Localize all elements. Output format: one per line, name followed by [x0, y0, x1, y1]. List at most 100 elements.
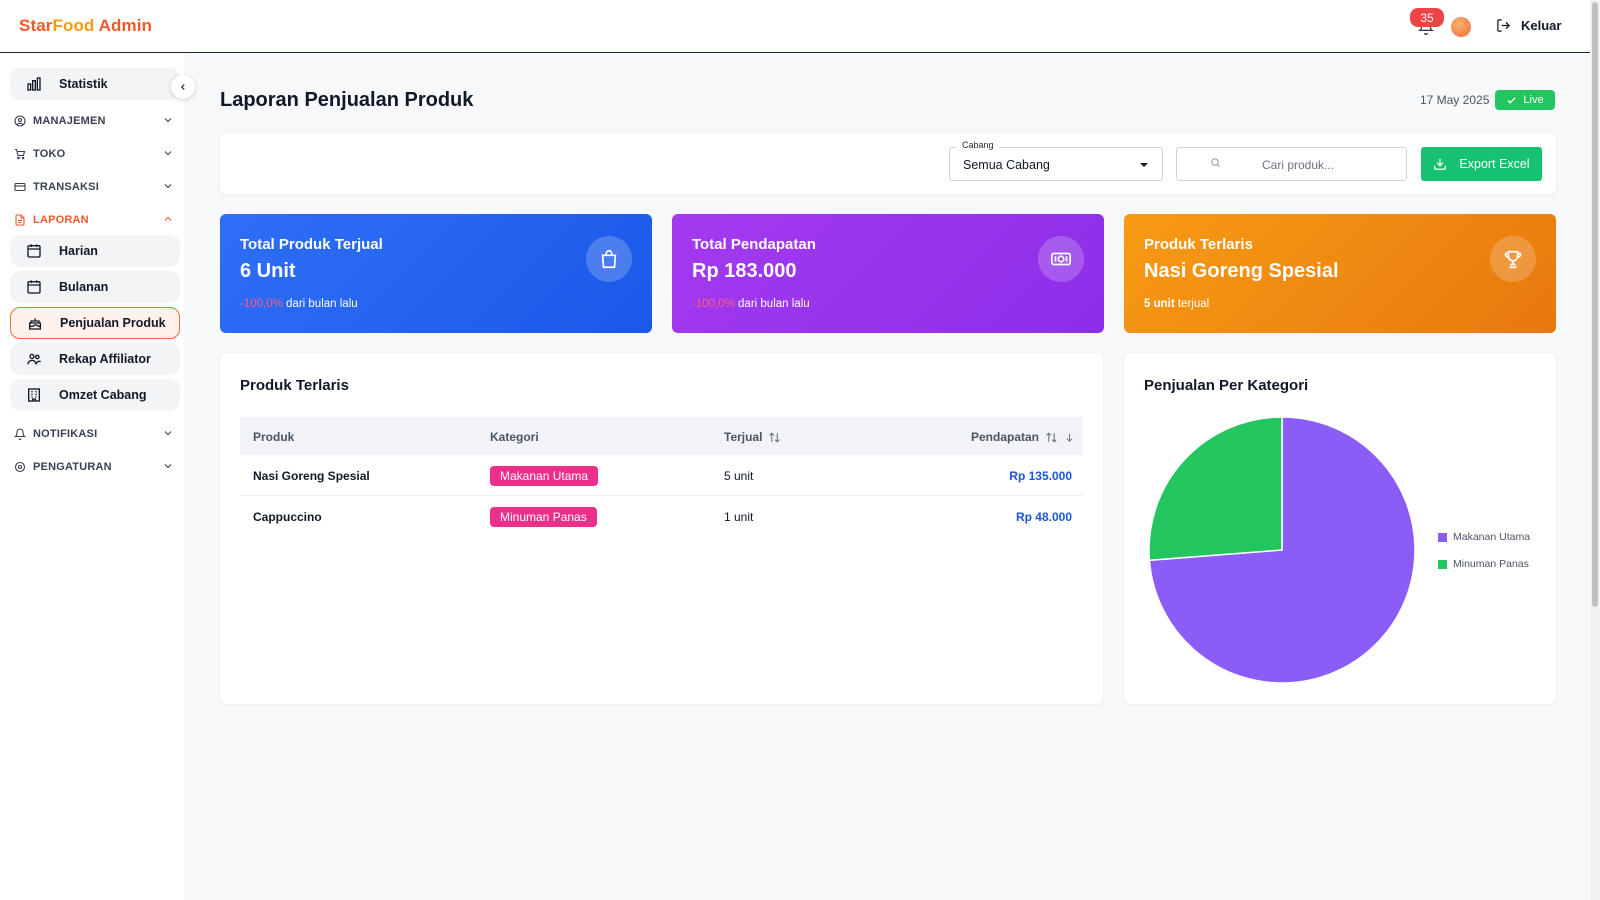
gear-icon	[14, 461, 26, 473]
sidebar-section-laporan[interactable]: LAPORAN	[14, 211, 174, 229]
top-products-card	[220, 353, 1103, 704]
legend-label: Makanan Utama	[1453, 531, 1531, 543]
chevron-down-icon	[164, 151, 172, 156]
sidebar-section-pengaturan[interactable]: PENGATURAN	[14, 458, 174, 476]
sidebar-item-label: Bulanan	[59, 280, 109, 294]
logout-icon	[1497, 19, 1511, 32]
stat-card-total-revenue: Total Pendapatan Rp 183.000 -100,0% dari…	[672, 214, 1104, 333]
cake-icon	[29, 318, 41, 330]
sidebar-item-label: TRANSAKSI	[33, 181, 99, 193]
sidebar-section-manajemen[interactable]: MANAJEMEN	[14, 112, 174, 130]
stat-title: Total Pendapatan	[692, 236, 816, 253]
branch-select-label: Cabang	[957, 140, 999, 150]
table-header	[240, 417, 1083, 455]
stat-title: Produk Terlaris	[1144, 236, 1253, 253]
notification-count-badge[interactable]: 35	[1410, 8, 1444, 27]
page-scrollbar[interactable]	[1590, 0, 1600, 900]
stat-sub: 5 unit terjual	[1144, 298, 1210, 310]
legend-swatch	[1438, 559, 1447, 569]
bell-icon	[14, 428, 26, 440]
cell-product: Nasi Goreng Spesial	[253, 469, 370, 483]
chevron-down-icon	[164, 118, 172, 123]
chevron-down-icon	[164, 464, 172, 469]
sidebar-collapse-button[interactable]	[171, 75, 195, 99]
category-badge: Minuman Panas	[490, 507, 597, 527]
search-icon	[1211, 158, 1221, 168]
bar-chart-icon	[27, 77, 41, 91]
sidebar-item-label: Harian	[59, 244, 98, 258]
page-title: Laporan Penjualan Produk	[220, 89, 474, 111]
chevron-down-icon	[164, 184, 172, 189]
logout-button[interactable]: Keluar	[1496, 18, 1561, 33]
check-icon	[1507, 96, 1517, 104]
sidebar-section-transaksi[interactable]: TRANSAKSI	[14, 178, 174, 196]
sidebar-section-toko[interactable]: TOKO	[14, 145, 174, 163]
column-header-category: Kategori	[490, 430, 539, 444]
cell-revenue: Rp 48.000	[1015, 510, 1072, 524]
column-header-revenue[interactable]: Pendapatan	[971, 430, 1075, 444]
legend-item[interactable]: Makanan Utama	[1438, 531, 1530, 543]
sidebar-item-label: Statistik	[59, 77, 108, 91]
calendar-icon	[27, 280, 41, 294]
cell-sold: 5 unit	[724, 469, 754, 483]
chevron-down-icon	[164, 431, 172, 436]
row-divider	[240, 495, 1083, 496]
stat-title: Total Produk Terjual	[240, 236, 383, 253]
sort-icon	[1046, 431, 1057, 443]
legend-swatch	[1438, 532, 1447, 542]
sidebar-item-label: TOKO	[33, 148, 66, 160]
category-badge: Makanan Utama	[490, 466, 599, 486]
stat-change: -100,0% dari bulan lalu	[240, 298, 358, 310]
sidebar-item-label: NOTIFIKASI	[33, 428, 98, 440]
stat-value: Nasi Goreng Spesial	[1144, 260, 1339, 282]
money-icon	[1038, 236, 1084, 282]
sidebar	[0, 54, 186, 900]
sidebar-item-statistik[interactable]: Statistik	[10, 68, 180, 100]
calendar-icon	[27, 244, 41, 258]
brand-logo[interactable]: StarFood Admin	[19, 16, 152, 35]
logout-label: Keluar	[1521, 18, 1562, 33]
top-header: StarFood Admin 35 Keluar	[0, 0, 1590, 53]
column-header-sold[interactable]: Terjual	[724, 430, 781, 444]
stat-change: -100,0% dari bulan lalu	[692, 298, 810, 310]
user-circle-icon	[14, 115, 26, 127]
sidebar-item-harian[interactable]: Harian	[10, 235, 180, 267]
sidebar-item-omzet-cabang[interactable]: Omzet Cabang	[10, 379, 180, 411]
sidebar-item-rekap-affiliator[interactable]: Rekap Affiliator	[10, 343, 180, 375]
top-products-title: Produk Terlaris	[240, 377, 349, 394]
legend-label: Minuman Panas	[1453, 558, 1529, 570]
users-icon	[27, 353, 41, 365]
dropdown-caret-icon[interactable]	[1140, 163, 1148, 167]
live-status-badge: Live	[1495, 90, 1555, 110]
sidebar-item-label: LAPORAN	[33, 214, 89, 226]
sidebar-section-notifikasi[interactable]: NOTIFIKASI	[14, 425, 174, 443]
sidebar-item-label: Penjualan Produk	[60, 316, 166, 330]
cell-product: Cappuccino	[253, 510, 322, 524]
document-icon	[15, 214, 25, 226]
stat-value: 6 Unit	[240, 260, 296, 282]
export-excel-button[interactable]: Export Excel	[1421, 147, 1542, 181]
scrollbar-thumb[interactable]	[1592, 2, 1598, 607]
sidebar-item-label: MANAJEMEN	[33, 115, 106, 127]
pie-slice-minuman-panas[interactable]	[1148, 416, 1283, 562]
sort-icon	[769, 431, 781, 443]
legend-item[interactable]: Minuman Panas	[1438, 558, 1529, 570]
sidebar-item-penjualan-produk[interactable]: Penjualan Produk	[10, 307, 180, 339]
sidebar-item-bulanan[interactable]: Bulanan	[10, 271, 180, 303]
building-icon	[28, 388, 40, 402]
shopping-bag-icon	[586, 236, 632, 282]
product-search-input[interactable]	[1262, 157, 1382, 173]
avatar[interactable]	[1451, 17, 1471, 37]
stat-card-best-seller: Produk Terlaris Nasi Goreng Spesial 5 un…	[1124, 214, 1556, 333]
sidebar-item-label: Rekap Affiliator	[59, 352, 151, 366]
stat-value: Rp 183.000	[692, 260, 797, 282]
branch-select-value[interactable]: Semua Cabang	[963, 158, 1050, 172]
cart-icon	[15, 148, 26, 160]
column-header-product: Produk	[253, 430, 295, 444]
cell-sold: 1 unit	[724, 510, 754, 524]
cell-revenue: Rp 135.000	[1009, 469, 1072, 483]
category-pie-chart	[1148, 416, 1416, 684]
branch-select[interactable]	[949, 147, 1163, 181]
sidebar-item-label: PENGATURAN	[33, 461, 112, 473]
chevron-left-icon	[180, 84, 185, 90]
